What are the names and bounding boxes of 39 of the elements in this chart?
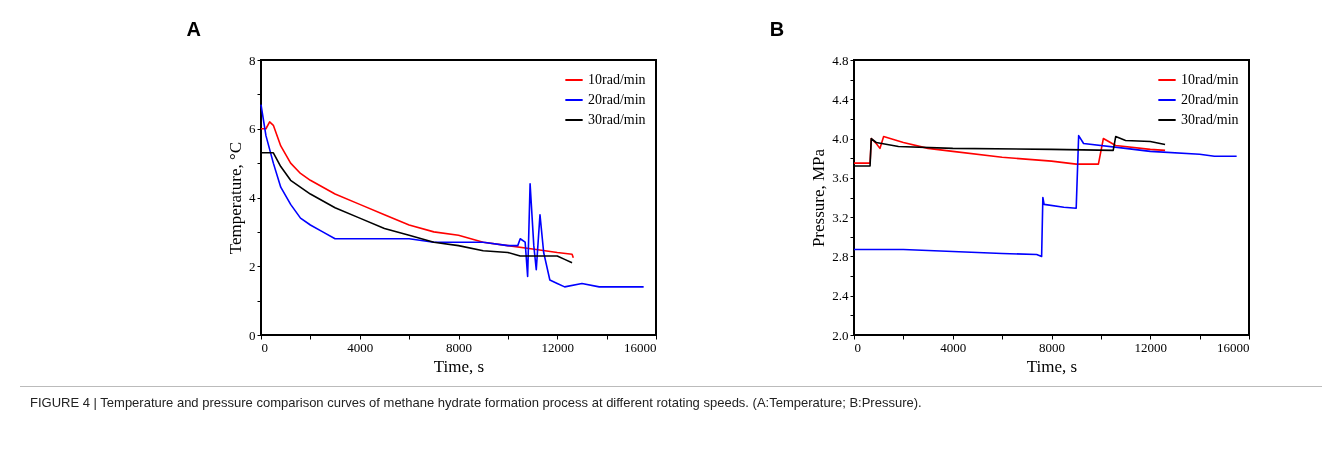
- x-tick-label: 4000: [940, 339, 967, 355]
- x-tick-label: 4000: [347, 339, 374, 355]
- y-tick-label: 3.2: [832, 209, 849, 225]
- x-axis-title: Time, s: [1026, 356, 1078, 376]
- y-axis-title: Temperature, °C: [226, 141, 245, 255]
- y-tick-label: 2.0: [832, 327, 849, 343]
- y-tick-label: 4: [249, 190, 256, 205]
- legend-label: 10rad/min: [588, 72, 646, 87]
- legend-label: 20rad/min: [1181, 92, 1239, 107]
- x-tick-label: 8000: [446, 339, 472, 355]
- y-tick-label: 6: [249, 121, 256, 137]
- y-tick-label: 2: [249, 258, 256, 274]
- x-tick-label: 16000: [624, 339, 657, 355]
- y-tick-label: 3.6: [832, 170, 849, 186]
- x-tick-label: 12000: [1134, 339, 1167, 355]
- y-tick-label: 4.8: [832, 52, 849, 68]
- line-series: [260, 103, 645, 288]
- x-tick-label: 16000: [1217, 339, 1250, 355]
- y-tick-label: 2.8: [832, 248, 849, 264]
- legend-label: 30rad/min: [1181, 112, 1239, 127]
- line-series: [260, 121, 575, 259]
- x-tick-label: 0: [854, 339, 861, 355]
- y-tick-label: 4.4: [832, 91, 849, 107]
- legend-label: 20rad/min: [588, 92, 646, 107]
- y-tick-label: 0: [249, 327, 256, 343]
- x-tick-label: 0: [261, 339, 268, 355]
- y-tick-label: 2.4: [832, 288, 849, 304]
- chart-title: B: [769, 18, 785, 40]
- x-tick-label: 12000: [541, 339, 574, 355]
- legend-label: 30rad/min: [588, 112, 646, 127]
- legend-label: 10rad/min: [1181, 72, 1239, 87]
- y-tick-label: 4.0: [832, 131, 849, 147]
- x-tick-label: 8000: [1039, 339, 1065, 355]
- chart-title: A: [186, 18, 201, 40]
- y-axis-title: Pressure, MPa: [809, 148, 829, 248]
- caption: FIGURE 4 | Temperature and pressure comparison curves of methane hydrate formation process at different rotating speeds. (A:Temperature; B:Pressure).: [20, 386, 1322, 418]
- y-tick-label: 8: [249, 52, 256, 68]
- x-axis-title: Time, s: [433, 356, 485, 376]
- line-series: [853, 134, 1238, 258]
